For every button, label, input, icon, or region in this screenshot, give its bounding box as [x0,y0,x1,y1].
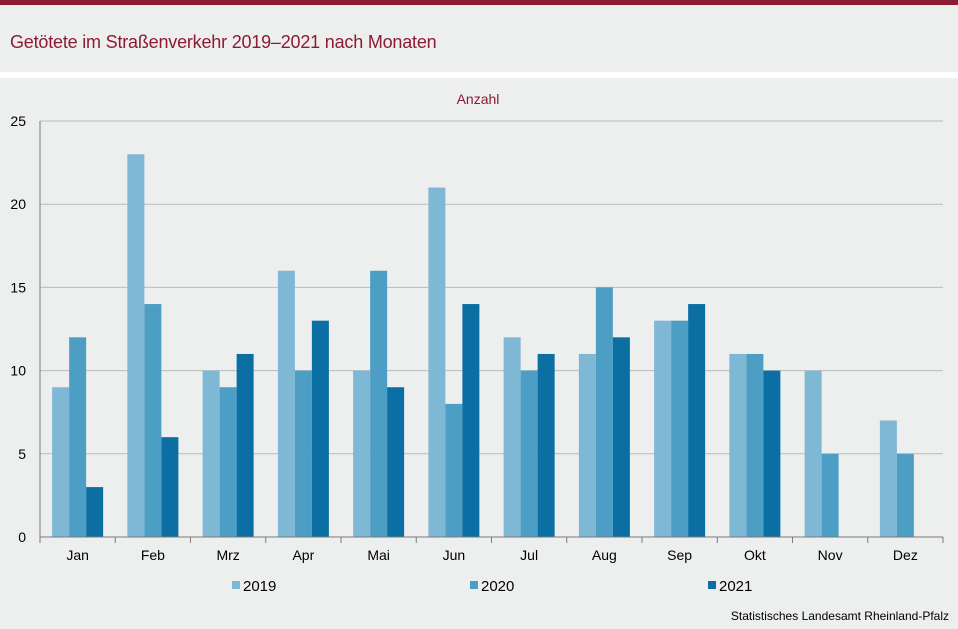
y-tick-label: 25 [10,113,26,129]
bar-2021-Mrz [236,353,254,537]
bar-2021-Jul [537,353,555,537]
title-bar: Getötete im Straßenverkehr 2019–2021 nac… [0,5,958,72]
bar-2020-Mrz [219,387,237,537]
legend: 2019 2020 2021 [232,578,752,595]
x-tick-label: Feb [141,547,165,563]
bar-2020-Jul [520,370,538,537]
x-tick-label: Nov [818,547,843,563]
bar-2020-Sep [671,320,689,537]
legend-label-2020: 2020 [481,578,514,595]
gridlines [40,120,943,455]
y-tick-label: 15 [10,279,26,295]
bar-2019-Jan [52,387,70,537]
bar-2019-Aug [578,353,596,537]
bar-2019-Feb [127,154,145,537]
y-tick-label: 20 [10,196,26,212]
bar-2019-Mai [353,370,371,537]
bar-2019-Okt [729,353,747,537]
bar-2021-Mai [387,387,405,537]
header-divider [0,72,958,78]
bar-2021-Apr [311,320,329,537]
y-tick-label: 5 [18,446,26,462]
bar-2019-Sep [654,320,672,537]
legend-label-2021: 2021 [719,578,752,595]
bar-2020-Dez [896,453,914,537]
bar-2020-Mai [370,270,388,537]
legend-swatch-2020 [470,581,478,589]
bar-2021-Jan [86,487,104,537]
y-axis-label: Anzahl [457,91,500,107]
bar-2019-Dez [879,420,897,537]
bar-2020-Nov [821,453,839,537]
bar-2019-Jun [428,187,446,537]
chart-title: Getötete im Straßenverkehr 2019–2021 nac… [10,32,437,52]
x-tick-label: Dez [893,547,918,563]
bar-2021-Jun [462,304,480,537]
x-tick-label: Aug [592,547,617,563]
bar-2020-Feb [144,304,162,537]
bar-2020-Okt [746,353,764,537]
x-tick-label: Jan [66,547,89,563]
legend-swatch-2019 [232,581,240,589]
top-rule [0,0,958,5]
legend-swatch-2021 [708,581,716,589]
x-tick-label: Jul [520,547,538,563]
y-tick-label: 10 [10,363,26,379]
legend-label-2019: 2019 [243,578,276,595]
x-tick-label: Mai [367,547,390,563]
bar-2020-Jun [445,403,463,537]
bar-2021-Feb [161,437,179,537]
bar-2019-Mrz [202,370,220,537]
bars [52,154,914,537]
axes: 0 5 10 15 20 25 Anzahl Jan Feb Mrz Apr Mai Jun Jul Aug… [10,91,944,563]
x-tick-label: Jun [443,547,466,563]
bar-2019-Apr [277,270,295,537]
bar-2020-Jan [69,337,87,537]
bar-2021-Sep [688,304,706,537]
bar-2019-Nov [804,370,822,537]
bar-2019-Jul [503,337,521,537]
x-tick-label: Sep [667,547,692,563]
bar-2020-Apr [294,370,312,537]
bar-2020-Aug [595,287,613,537]
y-tick-label: 0 [18,529,26,545]
x-tick-label: Okt [744,547,766,563]
x-tick-label: Apr [292,547,314,563]
source-note: Statistisches Landesamt Rheinland-Pfalz [730,609,949,623]
bar-2021-Aug [612,337,630,537]
bar-2021-Okt [763,370,781,537]
x-tick-label: Mrz [216,547,239,563]
